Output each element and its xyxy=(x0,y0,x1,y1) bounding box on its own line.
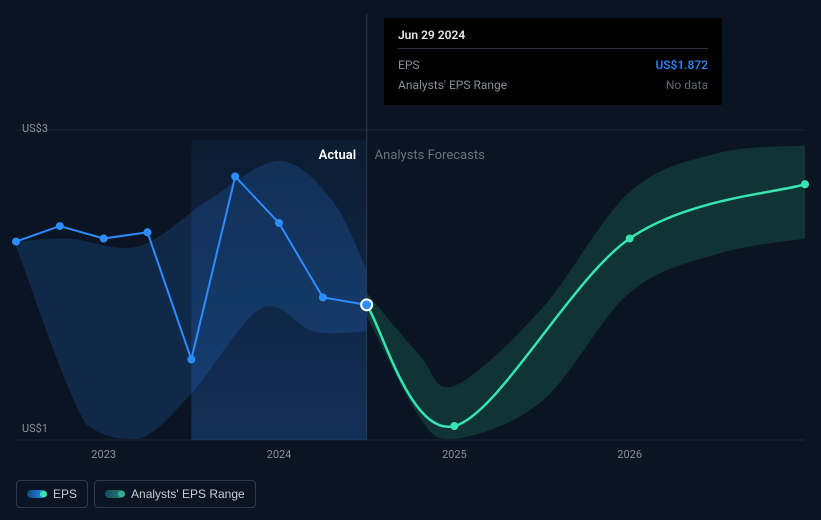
y-axis-tick-top: US$3 xyxy=(22,122,48,135)
legend-label: Analysts' EPS Range xyxy=(131,487,245,501)
tooltip-date: Jun 29 2024 xyxy=(398,28,708,42)
legend-item-eps[interactable]: EPS xyxy=(16,480,88,508)
legend-swatch-eps xyxy=(27,490,45,498)
legend: EPS Analysts' EPS Range xyxy=(16,480,256,508)
section-label-forecast: Analysts Forecasts xyxy=(375,148,485,163)
tooltip-row-eps: EPS US$1.872 xyxy=(398,55,708,75)
tooltip-divider xyxy=(398,48,708,49)
section-label-actual: Actual xyxy=(319,148,356,163)
legend-item-range[interactable]: Analysts' EPS Range xyxy=(94,480,256,508)
x-axis-tick-0: 2023 xyxy=(91,448,116,461)
y-axis-tick-bottom: US$1 xyxy=(22,422,48,435)
legend-swatch-range xyxy=(105,490,123,498)
tooltip-row-value: No data xyxy=(666,78,708,92)
tooltip-row-value: US$1.872 xyxy=(655,58,708,72)
legend-label: EPS xyxy=(53,487,77,501)
tooltip: Jun 29 2024 EPS US$1.872 Analysts' EPS R… xyxy=(384,18,722,105)
x-axis-tick-2: 2025 xyxy=(442,448,467,461)
tooltip-row-label: Analysts' EPS Range xyxy=(398,78,507,92)
tooltip-row-label: EPS xyxy=(398,58,420,72)
eps-chart: US$3 US$1 2023 2024 2025 2026 Actual Ana… xyxy=(0,0,821,520)
x-axis-tick-3: 2026 xyxy=(617,448,642,461)
tooltip-row-range: Analysts' EPS Range No data xyxy=(398,75,708,95)
x-axis-tick-1: 2024 xyxy=(267,448,292,461)
